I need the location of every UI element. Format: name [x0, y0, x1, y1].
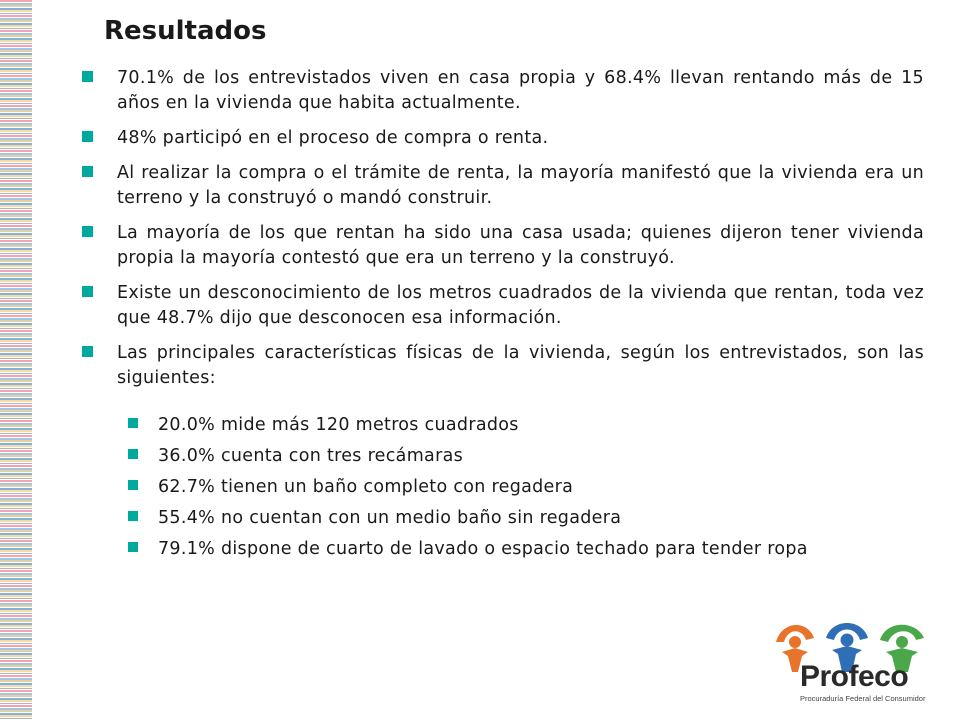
logo-subtitle: Procuraduría Federal del Consumidor [800, 694, 926, 703]
sub-bullet-list: 20.0% mide más 120 metros cuadrados 36.0… [128, 413, 924, 562]
square-bullet-icon [82, 346, 93, 357]
slide-title: Resultados [104, 16, 267, 46]
decorative-stripe-bar [0, 0, 38, 720]
logo-wordmark: Profeco [800, 660, 909, 693]
bullet-text: Al realizar la compra o el trámite de re… [117, 163, 924, 208]
square-bullet-icon [82, 226, 93, 237]
logo-figure-blue-icon [826, 623, 868, 672]
list-item: Las principales características físicas … [82, 341, 924, 391]
bullet-text: La mayoría de los que rentan ha sido una… [117, 223, 924, 268]
bullet-text: 70.1% de los entrevistados viven en casa… [117, 68, 924, 113]
bullet-list: 70.1% de los entrevistados viven en casa… [82, 66, 924, 568]
list-item: 48% participó en el proceso de compra o … [82, 126, 924, 151]
sub-bullet-text: 55.4% no cuentan con un medio baño sin r… [158, 508, 622, 528]
square-bullet-icon [82, 286, 93, 297]
logo-figure-orange-icon [776, 624, 814, 672]
square-bullet-icon [82, 71, 93, 82]
square-bullet-icon [128, 542, 138, 552]
sub-bullet-text: 20.0% mide más 120 metros cuadrados [158, 415, 519, 435]
profeco-logo [776, 623, 924, 672]
sub-list-item: 62.7% tienen un baño completo con regade… [128, 475, 924, 500]
square-bullet-icon [128, 511, 138, 521]
sub-bullet-text: 62.7% tienen un baño completo con regade… [158, 477, 574, 497]
sub-bullet-text: 79.1% dispone de cuarto de lavado o espa… [158, 539, 808, 559]
sub-bullet-text: 36.0% cuenta con tres recámaras [158, 446, 464, 466]
square-bullet-icon [82, 131, 93, 142]
list-item: La mayoría de los que rentan ha sido una… [82, 221, 924, 271]
square-bullet-icon [82, 166, 93, 177]
sub-list-item: 20.0% mide más 120 metros cuadrados [128, 413, 924, 438]
bullet-text: Las principales características físicas … [117, 343, 924, 388]
square-bullet-icon [128, 480, 138, 490]
square-bullet-icon [128, 418, 138, 428]
bullet-text: 48% participó en el proceso de compra o … [117, 128, 549, 148]
sub-list-item: 79.1% dispone de cuarto de lavado o espa… [128, 537, 924, 562]
bullet-text: Existe un desconocimiento de los metros … [117, 283, 924, 328]
list-item: Existe un desconocimiento de los metros … [82, 281, 924, 331]
logo-figure-green-icon [880, 624, 924, 672]
sub-list-item: 36.0% cuenta con tres recámaras [128, 444, 924, 469]
square-bullet-icon [128, 449, 138, 459]
list-item: Al realizar la compra o el trámite de re… [82, 161, 924, 211]
list-item: 70.1% de los entrevistados viven en casa… [82, 66, 924, 116]
sub-list-item: 55.4% no cuentan con un medio baño sin r… [128, 506, 924, 531]
